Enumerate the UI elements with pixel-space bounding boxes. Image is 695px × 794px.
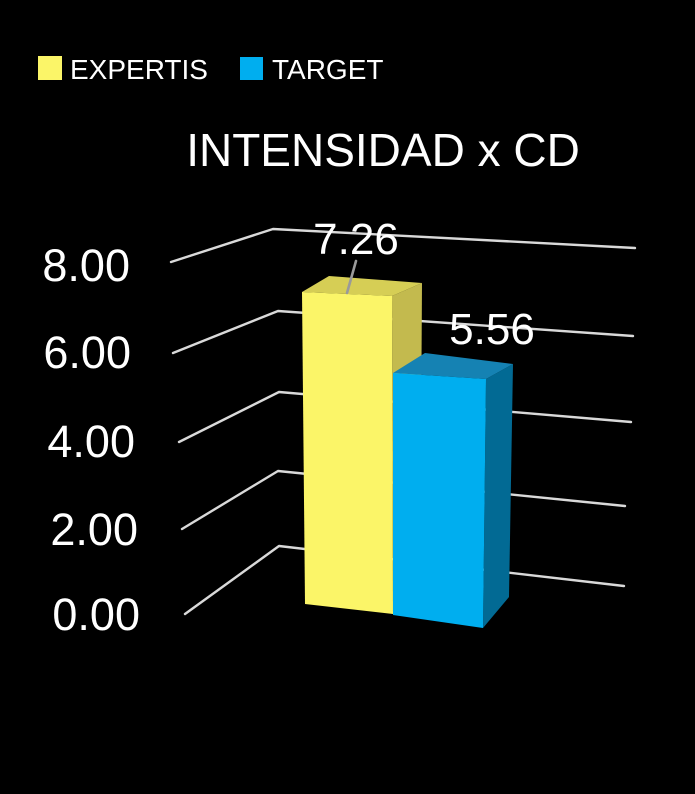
legend-item-expertis: EXPERTIS (38, 54, 208, 85)
bar-target-side-face (483, 364, 513, 628)
legend-swatch-target (240, 57, 263, 80)
y-tick-label-0: 0.00 (52, 589, 140, 640)
y-axis-tick-labels: 8.00 6.00 4.00 2.00 0.00 (42, 240, 140, 640)
legend: EXPERTIS TARGET (38, 54, 383, 85)
gridline-8 (169, 227, 637, 264)
data-label-leader-line (345, 259, 358, 295)
y-tick-label-4: 4.00 (47, 416, 135, 467)
gridlines (169, 227, 637, 616)
legend-label-expertis: EXPERTIS (70, 54, 208, 85)
gridline-6 (171, 309, 635, 355)
bar-expertis-top-face (302, 276, 422, 296)
bar-target-front-face (393, 373, 486, 628)
legend-item-target: TARGET (240, 54, 383, 85)
bar-expertis-front-face (302, 292, 393, 614)
gridline-4 (177, 390, 633, 444)
data-label-target: 5.56 (449, 305, 535, 354)
y-tick-label-2: 2.00 (50, 504, 138, 555)
legend-label-target: TARGET (272, 54, 383, 85)
legend-swatch-expertis (38, 56, 62, 80)
chart-title: INTENSIDAD x CD (186, 124, 580, 176)
y-tick-label-8: 8.00 (42, 240, 130, 291)
bar-target-top-face (393, 353, 513, 379)
bar-target (393, 353, 513, 628)
y-tick-label-6: 6.00 (43, 327, 131, 378)
data-label-expertis: 7.26 (313, 215, 399, 264)
